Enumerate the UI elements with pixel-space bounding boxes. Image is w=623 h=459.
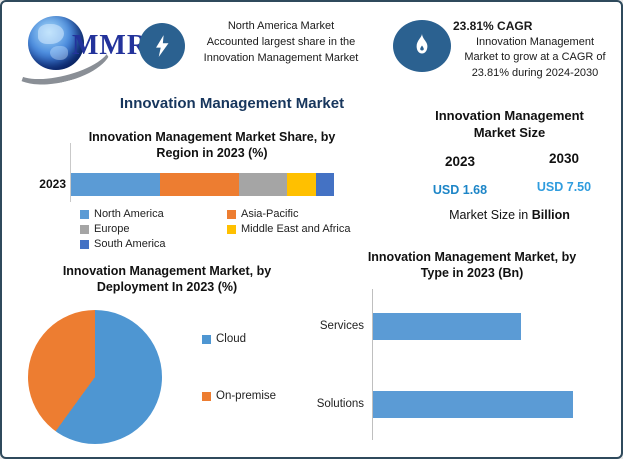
headline-line2: Accounted largest share in the — [206, 35, 356, 48]
bar-solutions — [373, 391, 573, 418]
type-title-line2: Type in 2023 (Bn) — [420, 266, 524, 281]
region-chart-axis — [70, 143, 71, 202]
headline-line3: Innovation Management Market — [203, 51, 359, 64]
legend-swatch-north-america — [80, 209, 89, 219]
type-chart-title: Innovation Management Market, by Type in… — [332, 249, 612, 282]
cagr-line3: 23.81% during 2024-2030 — [471, 66, 599, 79]
region-chart-title: Innovation Management Market Share, by R… — [42, 129, 382, 162]
lightning-badge — [139, 23, 185, 69]
deployment-pie — [28, 310, 162, 444]
legend-south-america: South America — [80, 238, 166, 250]
legend-swatch-south-america — [80, 239, 89, 249]
legend-label-north-america: North America — [94, 208, 164, 220]
legend-label-middle-east-africa: Middle East and Africa — [241, 223, 351, 235]
headline-north-america: North America Market Accounted largest s… — [186, 19, 376, 67]
legend-label-cloud: Cloud — [216, 333, 247, 345]
deployment-title-line2: Deployment In 2023 (%) — [96, 280, 238, 295]
segment-europe — [239, 173, 287, 196]
type-label-services: Services — [319, 320, 364, 332]
deployment-chart-title: Innovation Management Market, by Deploym… — [22, 263, 312, 296]
market-size-footer: Market Size in Billion — [407, 208, 612, 222]
region-chart-title-line1: Innovation Management Market Share, by — [88, 130, 336, 144]
legend-asia-pacific: Asia-Pacific — [227, 208, 298, 220]
market-size-year-2023: 2023 — [444, 154, 476, 169]
legend-swatch-cloud — [202, 334, 211, 344]
deployment-title-line1: Innovation Management Market, by — [62, 264, 272, 278]
segment-middle-east-africa — [286, 173, 316, 196]
legend-middle-east-africa: Middle East and Africa — [227, 223, 350, 235]
cagr-highlight: 23.81% CAGR Innovation Management Market… — [453, 18, 617, 81]
flame-badge — [393, 20, 451, 72]
globe-continent — [38, 24, 64, 44]
legend-label-south-america: South America — [94, 238, 166, 250]
legend-swatch-on-premise — [202, 391, 211, 401]
market-size-title-line1: Innovation Management — [435, 108, 584, 123]
legend-label-asia-pacific: Asia-Pacific — [241, 208, 299, 220]
page-title: Innovation Management Market — [119, 95, 345, 112]
legend-swatch-asia-pacific — [227, 209, 236, 219]
globe-continent-2 — [50, 46, 68, 60]
globe-icon — [28, 16, 84, 70]
legend-swatch-europe — [80, 224, 89, 234]
legend-label-europe: Europe — [94, 223, 130, 235]
market-size-footer-bold: Billion — [531, 208, 570, 222]
bar-services — [373, 313, 521, 340]
segment-asia-pacific — [160, 173, 240, 196]
market-size-footer-normal: Market Size in — [449, 208, 532, 222]
mmr-logo: MMR — [5, 6, 158, 94]
flame-icon — [416, 33, 428, 54]
segment-south-america — [315, 173, 334, 196]
market-size-value-2023: USD 1.68 — [432, 183, 488, 197]
market-size-value-2030: USD 7.50 — [536, 180, 592, 194]
type-label-solutions: Solutions — [316, 398, 364, 410]
market-size-year-2030: 2030 — [548, 151, 580, 166]
type-chart-axis — [372, 289, 373, 440]
logo-text: MMR — [72, 30, 149, 61]
region-chart-title-line2: Region in 2023 (%) — [156, 146, 268, 161]
region-chart-category-label: 2023 — [39, 177, 66, 191]
legend-on-premise: On-premise — [202, 390, 276, 402]
headline-line1: North America Market — [227, 20, 335, 32]
legend-label-on-premise: On-premise — [216, 390, 277, 402]
cagr-line2: Market to grow at a CAGR of — [464, 51, 606, 64]
cagr-line1: Innovation Management — [475, 35, 595, 48]
cagr-value: 23.81% CAGR — [453, 19, 533, 33]
legend-europe: Europe — [80, 223, 129, 235]
lightning-icon — [156, 35, 169, 57]
legend-north-america: North America — [80, 208, 164, 220]
market-size-title: Innovation Management Market Size — [407, 108, 612, 142]
region-stacked-bar — [71, 173, 334, 196]
legend-cloud: Cloud — [202, 333, 246, 345]
legend-swatch-middle-east-africa — [227, 224, 236, 234]
segment-north-america — [71, 173, 161, 196]
market-size-title-line2: Market Size — [473, 124, 546, 140]
type-title-line1: Innovation Management Market, by — [367, 250, 577, 264]
